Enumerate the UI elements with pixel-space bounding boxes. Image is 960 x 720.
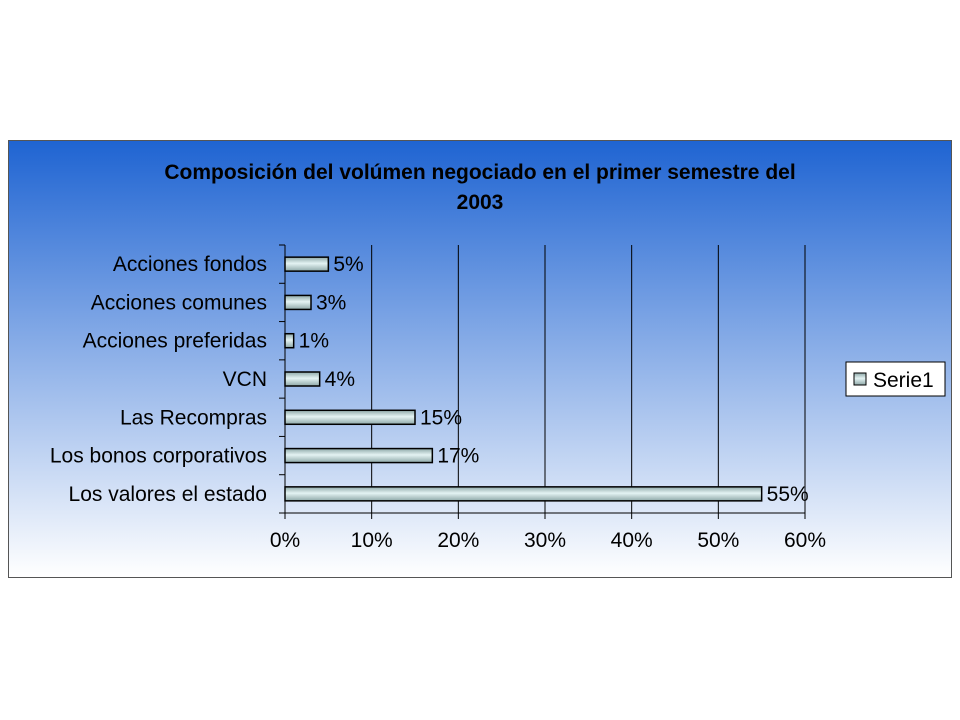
gridlines [371,245,806,513]
x-tick-label: 20% [437,529,479,552]
category-label: Las Recompras [120,406,267,429]
data-labels: 5% 3% 1% 4% 15% 17% 55% [299,253,809,506]
x-tick-label: 10% [351,529,393,552]
chart-title-line-2: 2003 [457,191,504,214]
data-label: 15% [420,406,462,429]
bar [284,409,416,426]
category-label: Acciones comunes [91,291,267,314]
category-label: VCN [223,368,267,391]
chart-background [9,141,951,577]
category-label: Los valores el estado [69,483,267,506]
bar [284,371,321,387]
data-label: 4% [325,368,355,391]
bar-chart: Composición del volúmen negociado en el … [9,141,951,577]
data-label: 3% [316,291,346,314]
data-label: 17% [437,445,479,468]
x-tick-label: 30% [524,529,566,552]
bar [284,447,434,464]
legend: Serie1 [845,361,946,397]
legend-entry-serie1: Serie1 [873,369,934,392]
category-label: Acciones fondos [113,253,267,276]
bar [284,486,763,502]
bar [284,294,312,311]
category-label: Acciones preferidas [83,330,267,353]
axes: 0% 10% 20% 30% 40% 50% 60% Acciones fondos Accio… [50,244,826,552]
bar [284,256,330,272]
x-tick-label: 50% [697,529,739,552]
legend-swatch [853,372,867,386]
x-tick-label: 60% [784,529,826,552]
chart-frame: Composición del volúmen negociado en el … [8,140,952,578]
data-label: 1% [299,330,329,353]
data-label: 5% [333,253,363,276]
x-tick-label: 40% [611,529,653,552]
bars [284,256,763,502]
x-tick-label: 0% [270,529,300,552]
category-label: Los bonos corporativos [50,445,267,468]
chart-title-line-1: Composición del volúmen negociado en el … [164,161,795,184]
data-label: 55% [767,483,809,506]
bar [284,332,295,349]
